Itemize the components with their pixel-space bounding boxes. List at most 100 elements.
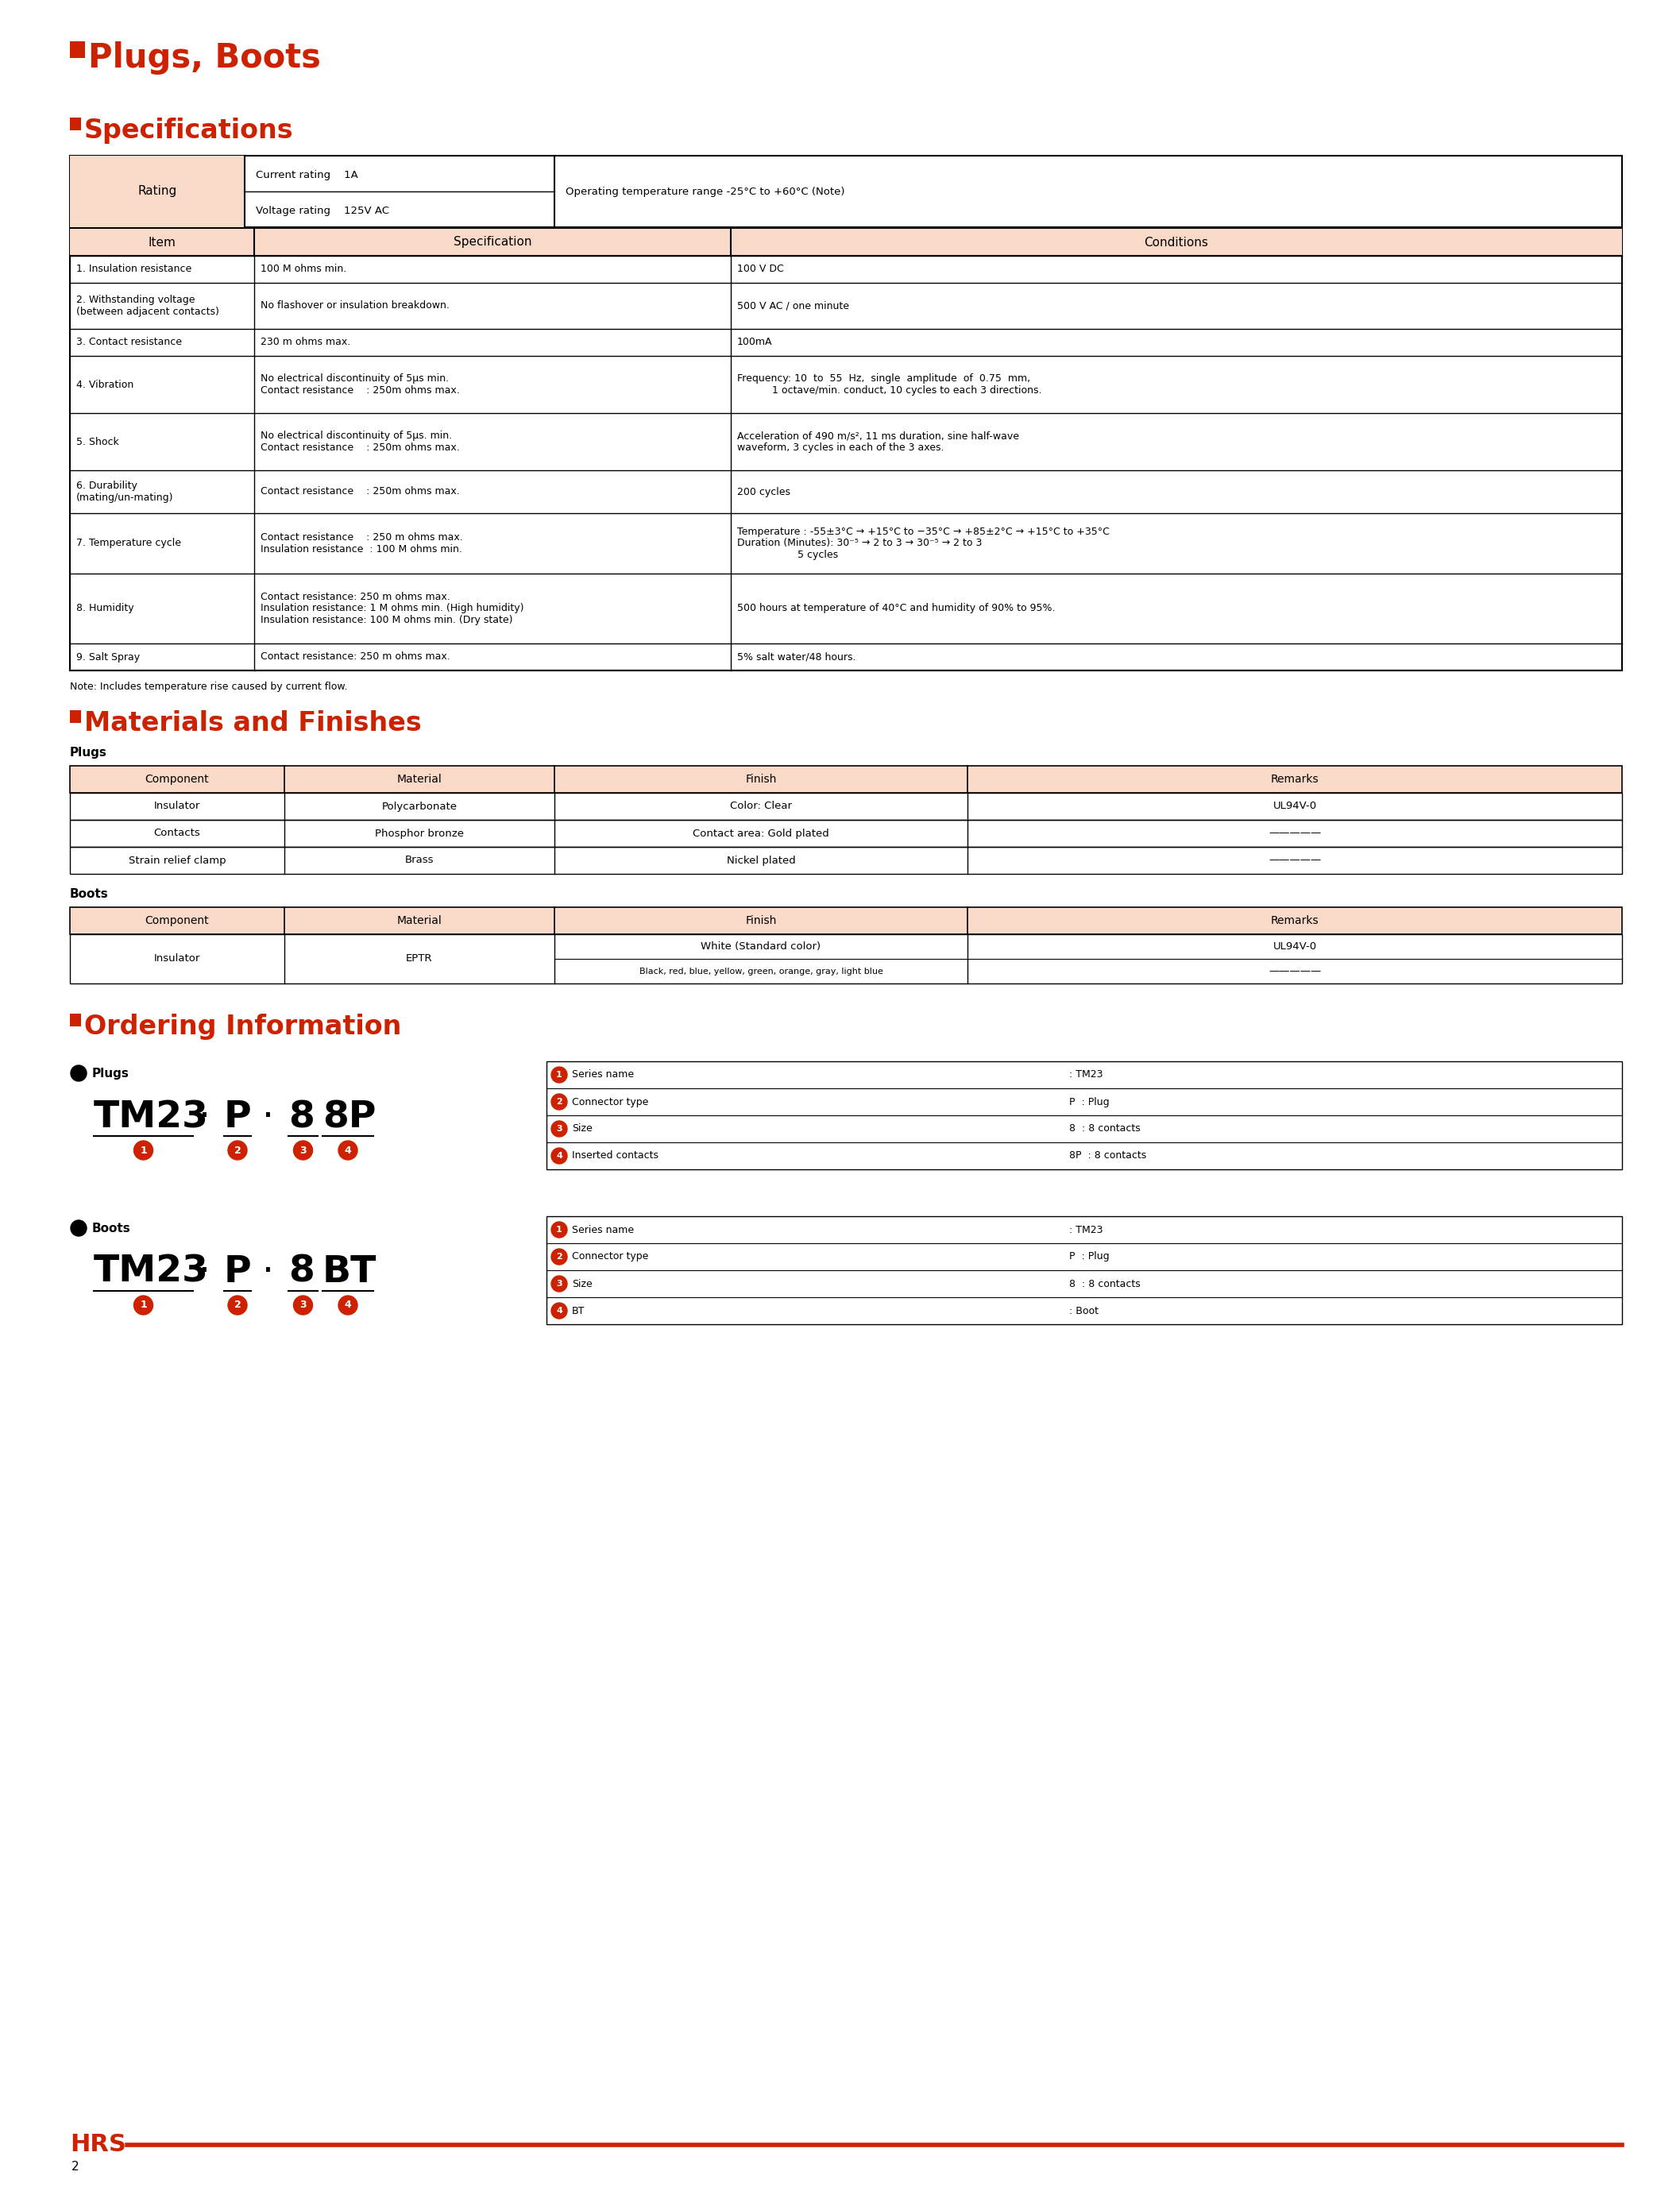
Text: 100 M ohms min.: 100 M ohms min. <box>260 265 346 273</box>
Text: 4: 4 <box>556 1308 563 1314</box>
Text: Contact resistance    : 250 m ohms max.: Contact resistance : 250 m ohms max. <box>260 531 464 542</box>
Text: : TM23: : TM23 <box>1068 1225 1109 1236</box>
Text: Insulator: Insulator <box>155 800 200 811</box>
Text: 4: 4 <box>556 1153 563 1159</box>
Text: —————: ————— <box>1268 967 1320 975</box>
Text: White (Standard color): White (Standard color) <box>701 940 822 951</box>
Text: —————: ————— <box>1268 829 1320 838</box>
Bar <box>71 230 1621 256</box>
Circle shape <box>71 1065 87 1080</box>
Text: Black, red, blue, yellow, green, orange, gray, light blue: Black, red, blue, yellow, green, orange,… <box>638 967 884 975</box>
Text: Inserted contacts: Inserted contacts <box>571 1150 659 1161</box>
Bar <box>71 908 1621 934</box>
Text: 1: 1 <box>139 1299 146 1310</box>
Bar <box>546 1216 1621 1325</box>
Text: Contact resistance    : 250m ohms max.: Contact resistance : 250m ohms max. <box>260 442 460 453</box>
Text: Remarks: Remarks <box>1270 774 1319 785</box>
Text: 500 V AC / one minute: 500 V AC / one minute <box>738 300 848 311</box>
Text: 9. Salt Spray: 9. Salt Spray <box>76 652 139 663</box>
Text: 5 cycles: 5 cycles <box>738 549 838 560</box>
Bar <box>71 711 81 724</box>
Text: : TM23: : TM23 <box>1068 1069 1109 1080</box>
Text: BT: BT <box>571 1306 585 1317</box>
Text: 2: 2 <box>72 2161 79 2172</box>
Text: Acceleration of 490 m/s², 11 ms duration, sine half-wave: Acceleration of 490 m/s², 11 ms duration… <box>738 431 1020 442</box>
Text: ·: · <box>198 1255 210 1290</box>
Text: Boots: Boots <box>92 1223 131 1233</box>
Text: Insulation resistance: 1 M ohms min. (High humidity): Insulation resistance: 1 M ohms min. (Hi… <box>260 604 524 615</box>
Text: 2: 2 <box>234 1299 240 1310</box>
Text: Material: Material <box>396 774 442 785</box>
Circle shape <box>551 1249 568 1264</box>
Text: Phosphor bronze: Phosphor bronze <box>375 829 464 838</box>
Text: 8P  : 8 contacts: 8P : 8 contacts <box>1068 1150 1146 1161</box>
Text: 2: 2 <box>556 1098 563 1107</box>
Text: Contact resistance: 250 m ohms max.: Contact resistance: 250 m ohms max. <box>260 593 450 601</box>
Text: (mating/un-mating): (mating/un-mating) <box>76 492 173 503</box>
Text: Specification: Specification <box>454 236 531 249</box>
Bar <box>546 1061 1621 1170</box>
Bar <box>71 155 245 227</box>
Text: Brass: Brass <box>405 855 433 866</box>
Text: TM23: TM23 <box>94 1100 208 1135</box>
Text: P  : Plug: P : Plug <box>1068 1251 1109 1262</box>
Circle shape <box>71 1220 87 1236</box>
Bar <box>71 230 1621 671</box>
Text: No electrical discontinuity of 5μs min.: No electrical discontinuity of 5μs min. <box>260 374 449 385</box>
Text: Current rating    1A: Current rating 1A <box>255 171 358 179</box>
Circle shape <box>551 1122 568 1137</box>
Text: 1: 1 <box>556 1072 563 1078</box>
Circle shape <box>551 1067 568 1083</box>
Text: 6. Durability: 6. Durability <box>76 481 138 492</box>
Text: No flashover or insulation breakdown.: No flashover or insulation breakdown. <box>260 300 450 311</box>
Text: Plugs: Plugs <box>92 1067 129 1080</box>
Circle shape <box>294 1142 312 1159</box>
Text: 3. Contact resistance: 3. Contact resistance <box>76 337 181 348</box>
Text: TM23: TM23 <box>94 1255 208 1290</box>
Text: Series name: Series name <box>571 1069 633 1080</box>
Text: Connector type: Connector type <box>571 1096 648 1107</box>
Text: 8  : 8 contacts: 8 : 8 contacts <box>1068 1124 1141 1135</box>
Text: 100 V DC: 100 V DC <box>738 265 785 273</box>
Circle shape <box>551 1094 568 1109</box>
Text: Series name: Series name <box>571 1225 633 1236</box>
Text: Finish: Finish <box>746 914 776 927</box>
Bar <box>71 765 1621 794</box>
Text: UL94V-0: UL94V-0 <box>1273 940 1317 951</box>
Text: Contact resistance: 250 m ohms max.: Contact resistance: 250 m ohms max. <box>260 652 450 663</box>
Text: 4. Vibration: 4. Vibration <box>76 378 134 389</box>
Text: Plugs, Boots: Plugs, Boots <box>87 42 321 74</box>
Text: Connector type: Connector type <box>571 1251 648 1262</box>
Text: P: P <box>223 1100 252 1135</box>
Text: Duration (Minutes): 30⁻⁵ → 2 to 3 → 30⁻⁵ → 2 to 3: Duration (Minutes): 30⁻⁵ → 2 to 3 → 30⁻⁵… <box>738 538 983 549</box>
Bar <box>71 794 1621 820</box>
Text: Contacts: Contacts <box>155 829 200 838</box>
Text: Color: Clear: Color: Clear <box>731 800 791 811</box>
Text: 7. Temperature cycle: 7. Temperature cycle <box>76 538 181 549</box>
Text: Item: Item <box>148 236 176 249</box>
Text: 1: 1 <box>556 1225 563 1233</box>
Text: Size: Size <box>571 1279 593 1288</box>
Circle shape <box>338 1295 358 1314</box>
Text: 3: 3 <box>299 1299 306 1310</box>
Circle shape <box>134 1142 153 1159</box>
Text: Size: Size <box>571 1124 593 1135</box>
Text: Voltage rating    125V AC: Voltage rating 125V AC <box>255 206 390 217</box>
Text: ·: · <box>262 1255 274 1290</box>
Text: waveform, 3 cycles in each of the 3 axes.: waveform, 3 cycles in each of the 3 axes… <box>738 442 944 453</box>
Text: Frequency: 10  to  55  Hz,  single  amplitude  of  0.75  mm,: Frequency: 10 to 55 Hz, single amplitude… <box>738 374 1030 385</box>
Text: 500 hours at temperature of 40°C and humidity of 90% to 95%.: 500 hours at temperature of 40°C and hum… <box>738 604 1055 615</box>
Text: Finish: Finish <box>746 774 776 785</box>
Circle shape <box>338 1142 358 1159</box>
Text: 2. Withstanding voltage: 2. Withstanding voltage <box>76 295 195 306</box>
Bar <box>71 42 86 59</box>
Text: ·: · <box>198 1100 210 1135</box>
Text: 2: 2 <box>556 1253 563 1260</box>
Text: 200 cycles: 200 cycles <box>738 486 790 496</box>
Circle shape <box>228 1142 247 1159</box>
Text: 8: 8 <box>289 1255 314 1290</box>
Circle shape <box>551 1303 568 1319</box>
Text: Polycarbonate: Polycarbonate <box>381 800 457 811</box>
Text: Specifications: Specifications <box>84 118 294 144</box>
Text: BT: BT <box>323 1255 376 1290</box>
